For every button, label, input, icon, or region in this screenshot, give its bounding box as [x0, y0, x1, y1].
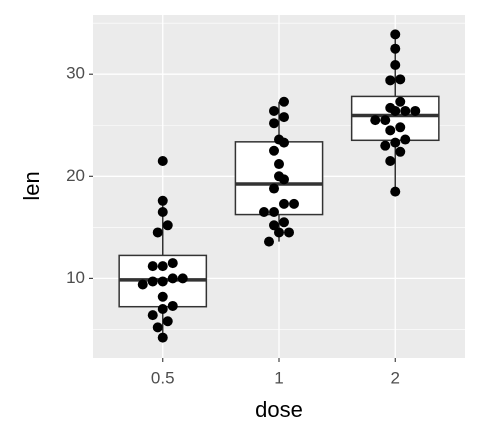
point — [390, 137, 401, 148]
point — [395, 96, 406, 107]
point — [385, 155, 396, 166]
point — [264, 236, 274, 247]
point — [385, 125, 396, 136]
point — [157, 332, 168, 343]
point — [137, 279, 148, 290]
point — [410, 105, 421, 116]
point — [269, 105, 279, 116]
x-tick-label: 1 — [274, 368, 283, 387]
point — [259, 207, 269, 218]
point — [269, 220, 279, 231]
point — [274, 159, 284, 170]
point — [269, 207, 279, 218]
point — [400, 105, 411, 116]
point — [147, 276, 158, 287]
x-tick-label: 2 — [391, 368, 400, 387]
point — [157, 207, 168, 218]
x-axis-title: dose — [255, 397, 303, 422]
point — [279, 96, 289, 107]
point — [390, 186, 401, 197]
point — [157, 155, 168, 166]
y-tick-label: 20 — [66, 166, 85, 185]
point — [390, 43, 401, 54]
point — [167, 300, 178, 311]
point — [279, 112, 289, 123]
point — [380, 140, 391, 151]
y-axis-title: len — [19, 171, 44, 200]
point — [177, 273, 188, 284]
point — [390, 29, 401, 40]
point — [157, 261, 168, 272]
box — [350, 95, 440, 142]
point — [147, 310, 158, 321]
point — [385, 75, 396, 86]
point — [274, 227, 284, 238]
point — [167, 258, 178, 269]
point — [157, 195, 168, 206]
point — [157, 276, 168, 287]
y-tick-label: 10 — [66, 268, 85, 287]
point — [157, 291, 168, 302]
point — [390, 60, 401, 71]
point — [269, 145, 279, 156]
point — [152, 227, 163, 238]
point — [162, 316, 173, 327]
x-tick-label: 0.5 — [151, 368, 175, 387]
point — [147, 261, 158, 272]
point — [157, 304, 168, 314]
point — [400, 134, 411, 145]
point — [395, 122, 406, 133]
point — [167, 273, 178, 284]
point — [279, 217, 289, 228]
point — [284, 227, 294, 238]
point — [162, 220, 173, 231]
point — [289, 198, 299, 209]
y-tick-label: 30 — [66, 64, 85, 83]
point — [385, 102, 396, 113]
point — [274, 171, 284, 182]
point — [152, 322, 163, 333]
point — [395, 146, 406, 157]
point — [395, 74, 406, 85]
point — [269, 118, 279, 129]
point — [380, 115, 391, 126]
point — [274, 134, 284, 145]
point — [279, 198, 289, 209]
point — [370, 115, 381, 126]
point — [269, 183, 279, 194]
